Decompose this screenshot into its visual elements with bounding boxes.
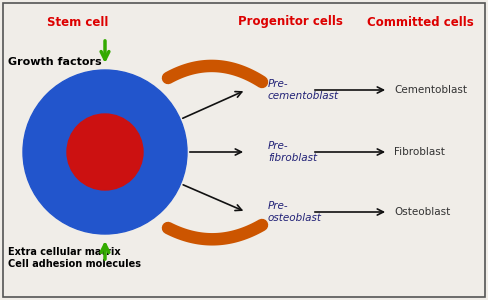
Text: Osteoblast: Osteoblast [394,207,450,217]
Circle shape [67,114,143,190]
Text: Cementoblast: Cementoblast [394,85,467,95]
Text: Committed cells: Committed cells [366,16,473,28]
Text: Pre-
fibroblast: Pre- fibroblast [268,141,317,163]
Text: Pre-
osteoblast: Pre- osteoblast [268,201,322,223]
Text: Stem cell: Stem cell [47,16,109,28]
Text: Extra cellular matrix
Cell adhesion molecules: Extra cellular matrix Cell adhesion mole… [8,247,141,269]
Circle shape [23,70,187,234]
Text: Growth factors: Growth factors [8,57,102,67]
Text: Fibroblast: Fibroblast [394,147,445,157]
Text: Pre-
cementoblast: Pre- cementoblast [268,79,339,101]
Text: Progenitor cells: Progenitor cells [238,16,343,28]
